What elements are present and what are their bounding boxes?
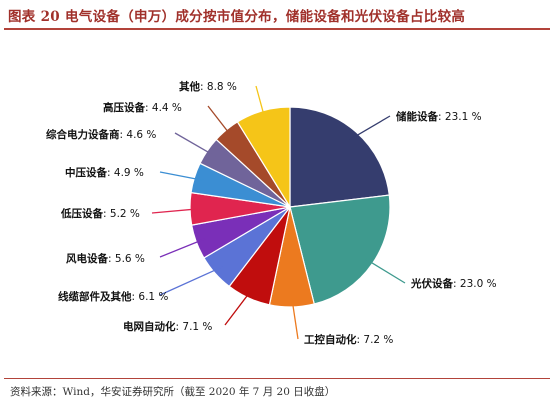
slice-label-name-11: 其他 — [179, 80, 200, 93]
slice-label-11: 其他: 8.8 % — [179, 80, 237, 93]
slice-label-value-5: 6.1 % — [138, 291, 168, 303]
slice-label-6: 风电设备: 5.6 % — [66, 252, 145, 265]
leader-line-4 — [224, 288, 253, 326]
slice-label-value-11: 8.8 % — [207, 81, 237, 93]
slice-label-value-4: 7.1 % — [182, 321, 212, 333]
slice-label-10: 高压设备: 4.4 % — [103, 101, 182, 114]
slice-label-4: 电网自动化: 7.1 % — [123, 320, 212, 333]
slice-label-value-1: 23.1 % — [445, 111, 482, 123]
leader-line-11 — [255, 85, 267, 121]
leader-line-7 — [151, 208, 201, 214]
slice-label-9: 综合电力设备商: 4.6 % — [46, 128, 156, 141]
leader-line-1 — [349, 115, 391, 141]
slice-label-name-6: 风电设备 — [66, 252, 108, 265]
slice-labels: 储能设备: 23.1 % 光伏设备: 23.0 % 工控自动化: 7.2 % 电网自动… — [46, 80, 497, 346]
slice-label-separator-2: : — [453, 278, 460, 290]
slice-label-name-1: 储能设备 — [396, 110, 438, 123]
slice-label-name-7: 低压设备 — [60, 207, 103, 220]
slice-label-5: 线缆部件及其他: 6.1 % — [58, 290, 168, 303]
footer-divider — [4, 378, 550, 379]
slice-label-name-4: 电网自动化 — [123, 320, 176, 333]
slice-label-value-8: 4.9 % — [114, 167, 144, 179]
leader-line-9 — [174, 132, 216, 157]
slice-label-separator-11: : — [200, 81, 207, 93]
slice-label-1: 储能设备: 23.1 % — [396, 110, 482, 123]
slice-label-name-10: 高压设备 — [103, 101, 145, 114]
slice-label-separator-9: : — [120, 129, 127, 141]
slice-label-value-9: 4.6 % — [126, 129, 156, 141]
leader-line-2 — [363, 257, 406, 284]
slice-label-separator-1: : — [438, 111, 445, 123]
slice-label-separator-3: : — [357, 334, 364, 346]
leader-lines — [151, 85, 406, 340]
slice-label-8: 中压设备: 4.9 % — [65, 166, 144, 179]
slice-label-name-2: 光伏设备 — [410, 277, 453, 290]
slice-label-separator-10: : — [145, 102, 152, 114]
slice-label-separator-5: : — [132, 291, 139, 303]
leader-line-5 — [159, 266, 223, 296]
slice-label-separator-6: : — [108, 253, 115, 265]
slice-label-separator-8: : — [107, 167, 114, 179]
leader-line-3 — [291, 296, 299, 340]
title-divider — [4, 28, 550, 30]
slice-label-separator-4: : — [176, 321, 183, 333]
slice-label-name-3: 工控自动化 — [304, 333, 357, 346]
leader-line-10 — [207, 105, 234, 139]
pie-slice-1 — [289, 106, 390, 208]
leader-line-6 — [159, 237, 206, 258]
pie-chart: 储能设备: 23.1 % 光伏设备: 23.0 % 工控自动化: 7.2 % 电网自动… — [46, 80, 497, 346]
slice-label-value-10: 4.4 % — [152, 102, 182, 114]
slice-label-value-2: 23.0 % — [460, 278, 497, 290]
source-note: 资料来源：Wind，华安证券研究所（截至 2020 年 7 月 20 日收盘） — [10, 386, 336, 398]
slice-label-separator-7: : — [103, 208, 110, 220]
pie-slices — [189, 106, 391, 308]
slice-label-name-5: 线缆部件及其他 — [58, 290, 132, 303]
slice-label-2: 光伏设备: 23.0 % — [410, 277, 497, 290]
slice-label-name-9: 综合电力设备商 — [46, 128, 120, 141]
slice-label-name-8: 中压设备 — [65, 166, 107, 179]
slice-label-value-3: 7.2 % — [363, 334, 393, 346]
slice-label-value-6: 5.6 % — [115, 253, 145, 265]
slice-label-value-7: 5.2 % — [110, 208, 140, 220]
slice-label-7: 低压设备: 5.2 % — [60, 207, 140, 220]
slice-label-3: 工控自动化: 7.2 % — [304, 333, 393, 346]
chart-title: 图表 20 电气设备（申万）成分按市值分布，储能设备和光伏设备占比较高 — [8, 9, 466, 25]
leader-line-8 — [159, 171, 205, 182]
